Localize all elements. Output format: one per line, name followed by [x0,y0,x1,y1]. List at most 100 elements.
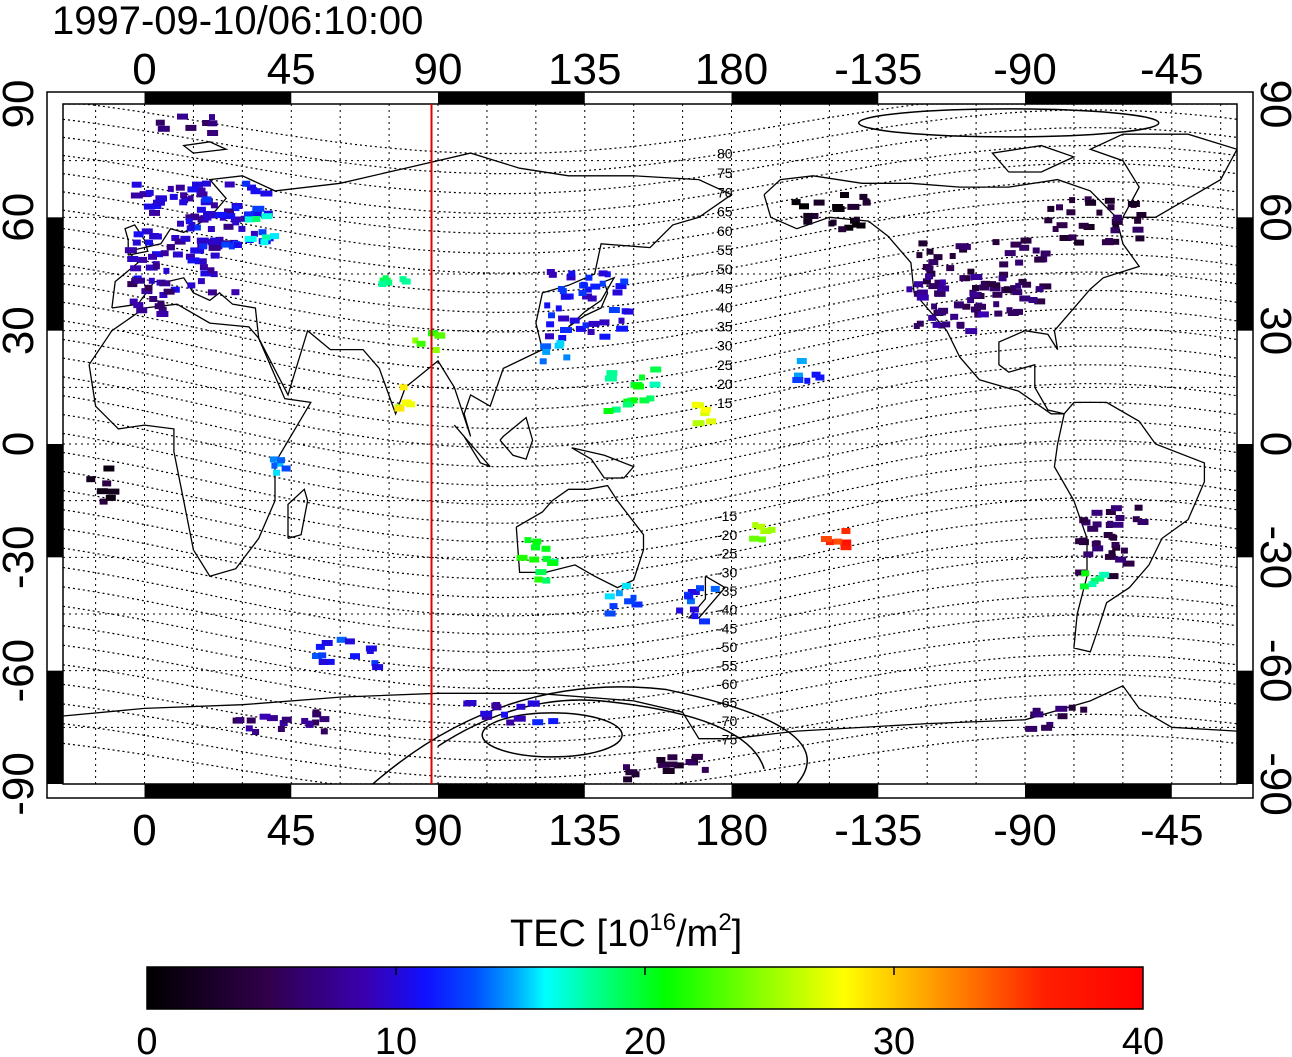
lon-label-bottom: 135 [548,806,621,855]
mlat-contour [63,127,1237,195]
colorbar-tick-label: 10 [375,1021,417,1057]
tec-cell [529,556,540,563]
tec-cell [416,340,426,347]
mlat-contour [63,477,1237,562]
latitude-labels-right: 90 60 30 0 -30 -60 -90 [1251,80,1292,816]
coastline-segment [111,152,733,437]
tec-cell [136,307,148,314]
tec-cell [1015,259,1024,266]
tec-cell [546,321,555,328]
tec-cell [578,290,587,296]
frame-segment-top [1025,92,1172,104]
tec-cell [252,216,261,222]
tec-cell [527,700,540,707]
lon-label-bottom: -135 [834,806,922,855]
tec-cell [209,114,215,121]
tec-cell [365,645,377,652]
tec-cell [1110,227,1120,234]
tec-cell [1127,201,1140,207]
tec-cell [501,711,508,718]
lon-label-top: -45 [1140,45,1204,94]
tec-cell [145,239,153,246]
tec-cell [1079,517,1089,524]
tec-cell [569,317,580,324]
tec-cell [399,384,408,391]
tec-cell [174,238,186,245]
tec-cell [196,206,206,213]
tec-cell [825,539,834,546]
tec-cell [185,253,195,260]
tec-cell [979,284,990,291]
mlat-label: -25 [717,546,737,562]
tec-cell [598,270,608,277]
tec-cell [1032,707,1041,714]
tec-cell [558,315,570,322]
tec-cell [234,242,243,248]
longitude-labels-top: 0 45 90 135 180 -135 -90 -45 [132,45,1203,94]
tec-cell [767,526,776,533]
tec-cell [804,377,811,384]
lat-label-left: -30 [0,526,43,590]
tec-cell [1055,705,1068,712]
tec-cell [1092,545,1104,552]
tec-cell [480,710,493,717]
lat-label-right: 90 [1251,80,1292,129]
tec-cell [796,358,807,364]
lon-label-bottom: -90 [993,806,1057,855]
frame-segment-bottom [438,784,585,798]
tec-cell [925,265,934,272]
tec-cell [803,212,814,219]
tec-cell [1083,224,1095,230]
tec-cell [242,180,251,187]
tec-cell [250,188,261,195]
lat-label-left: 0 [0,432,43,456]
tec-cell [539,358,547,365]
lon-label-top: -135 [834,45,922,94]
tec-cell [609,603,618,610]
tec-cell [759,536,766,543]
tec-cell [235,717,245,724]
tec-cell [1010,241,1022,248]
tec-cell [1078,222,1089,229]
tec-cell [412,337,419,344]
tec-cell [611,406,621,413]
tec-cell [148,277,155,284]
tec-cell [620,278,629,285]
tec-cell [312,653,322,659]
tec-cell [383,279,393,286]
tec-cell [811,371,821,378]
frame-segment-bottom [731,784,879,798]
tec-cell [506,719,515,726]
mlat-contour [63,234,1237,314]
tec-cell [791,199,801,206]
tec-cell [916,252,923,259]
tec-cell [1104,553,1116,560]
tec-cell [813,199,825,206]
tec-cell [233,205,240,212]
mlat-label: 75 [717,165,733,181]
tec-cell [1015,282,1022,289]
tec-cell [840,539,852,546]
tec-cell [967,297,975,304]
tec-cell [186,225,195,232]
tec-cell [699,618,710,625]
tec-cell [96,488,108,495]
tec-cell [559,288,567,295]
tec-cell [560,293,571,300]
tec-cell [556,340,565,347]
tec-cell [326,658,335,665]
tec-cell [152,203,162,209]
tec-cell [999,271,1009,278]
tec-cell [1012,289,1023,296]
tec-cell [185,124,197,131]
tec-cell [1041,724,1053,731]
tec-cell [1095,575,1105,582]
tec-cell [105,494,116,501]
tec-cell [599,319,610,326]
tec-cell [141,288,153,295]
tec-cell [124,247,137,254]
coastline-segment [1088,133,1237,218]
tec-cell [856,222,866,229]
tec-cell [1108,550,1116,557]
tec-cell [261,213,273,220]
